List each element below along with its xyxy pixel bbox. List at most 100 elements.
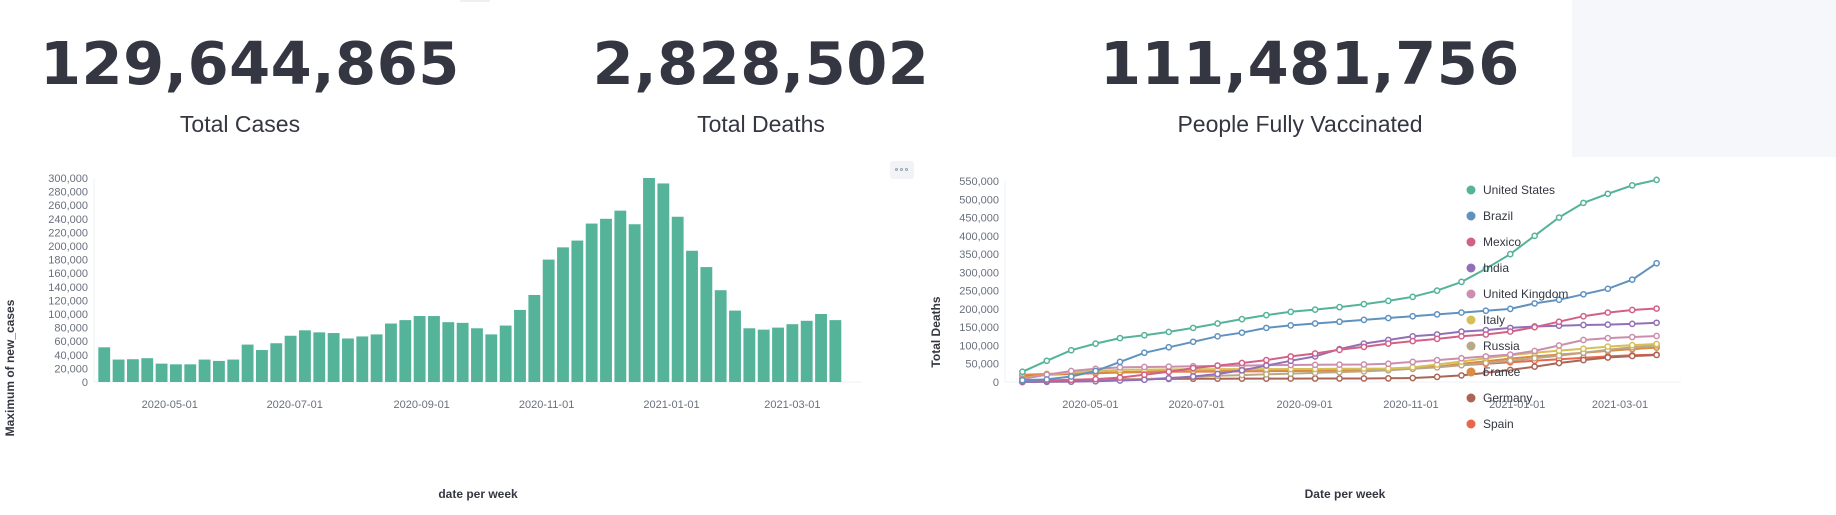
bar [170,364,182,382]
y-tick-label: 250,000 [959,286,999,298]
bar [829,320,842,382]
legend-swatch [1466,393,1476,403]
y-tick-label: 20,000 [54,363,88,375]
legend-swatch [1466,237,1476,247]
x-tick-label: 2020-07-01 [267,399,323,411]
metric-label: People Fully Vaccinated [1177,111,1423,137]
y-tick-label: 0 [82,377,88,389]
x-tick-label: 2020-09-01 [394,399,450,411]
bar [686,250,698,382]
bar [356,336,369,382]
data-point [1067,367,1075,375]
data-point [1433,356,1441,364]
data-point [1287,322,1295,329]
y-axis-title: Total Deaths [929,296,943,367]
data-point [1214,370,1221,378]
data-point [1336,361,1343,368]
data-point [1531,323,1538,331]
bar [614,210,627,382]
metric-label: Total Deaths [697,111,825,137]
data-point [1165,374,1173,382]
data-point [1311,306,1319,313]
data-point [1189,373,1197,380]
data-point [1262,324,1270,332]
data-point [1628,352,1636,360]
data-point [1043,357,1051,365]
data-point [1628,333,1636,341]
data-point [1458,354,1465,362]
bar [714,290,727,382]
bar [141,358,154,382]
data-point [1384,314,1392,322]
data-point [1238,315,1246,323]
data-point [1384,340,1392,347]
data-point [1360,375,1368,382]
y-tick-label: 60,000 [54,336,88,348]
bar [227,359,240,382]
bar [413,316,426,382]
data-point [1141,363,1148,371]
bar [571,240,584,382]
data-point [1653,319,1660,327]
data-point [1531,347,1538,355]
legend-swatch [1466,367,1476,377]
bar [299,330,311,382]
data-point [1019,368,1026,376]
data-point [1580,321,1587,329]
legend-label: India [1483,261,1509,275]
metric-value: 111,481,756 [1100,29,1520,98]
bar [385,323,397,382]
bar [184,364,197,382]
data-point [1067,346,1075,354]
data-point [1189,338,1197,346]
y-tick-label: 50,000 [965,359,999,371]
data-point [1580,199,1587,207]
metric-people-fully-vaccinated: 111,481,756 People Fully Vaccinated [1100,29,1520,138]
panel-options-button[interactable] [890,161,914,179]
data-point [1531,354,1538,362]
data-point [1604,285,1612,293]
data-point [1653,351,1660,359]
y-tick-label: 150,000 [959,322,999,334]
data-point [1482,369,1490,377]
data-point [1409,374,1417,382]
data-point [1506,366,1514,374]
bar [671,216,684,382]
bar [743,328,756,382]
bar [786,324,799,382]
data-point [1360,300,1368,308]
data-point [1433,311,1441,318]
data-point [1604,190,1612,198]
data-point [1458,332,1465,340]
legend-label: Russia [1483,339,1520,353]
data-point [1336,346,1343,354]
data-point [1287,308,1295,316]
bar [643,178,655,382]
data-point [1458,278,1465,286]
data-point [1189,364,1197,372]
data-point [1555,214,1563,221]
x-tick-label: 2020-09-01 [1277,399,1333,411]
data-point [1238,359,1246,367]
data-point [1580,312,1587,320]
y-axis-title: Maximum of new_cases [3,299,17,436]
bar [514,309,526,382]
metric-total-deaths: 2,828,502 Total Deaths [561,34,961,138]
bar [270,343,283,382]
bars-layer [98,178,842,382]
bar [542,259,555,382]
data-point [1506,250,1514,258]
y-tick-label: 0 [993,377,999,389]
data-point [1067,373,1075,380]
x-tick-label: 2020-07-01 [1169,399,1225,411]
legend-label: France [1483,365,1521,379]
data-point [1092,367,1099,375]
data-point [1165,343,1173,351]
data-point [1482,353,1490,360]
data-point [1384,297,1392,305]
y-tick-label: 550,000 [959,176,999,188]
data-point [1092,375,1099,383]
lines-layer [1019,176,1660,386]
data-point [1238,366,1246,374]
bar [628,224,641,382]
